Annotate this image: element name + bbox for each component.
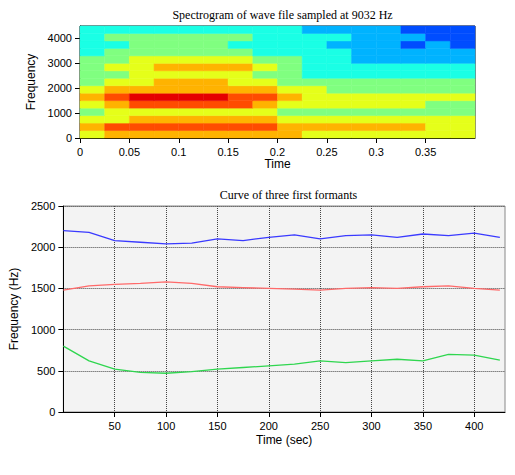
- svg-text:Frequency: Frequency: [24, 54, 38, 111]
- svg-text:Spectrogram of wave file sampl: Spectrogram of wave file sampled at 9032…: [172, 8, 392, 22]
- svg-text:300: 300: [362, 420, 380, 432]
- svg-text:0.05: 0.05: [119, 146, 140, 158]
- svg-text:0: 0: [77, 146, 83, 158]
- svg-text:250: 250: [311, 420, 329, 432]
- svg-text:0.3: 0.3: [369, 146, 384, 158]
- svg-text:0.1: 0.1: [171, 146, 186, 158]
- svg-text:200: 200: [260, 420, 278, 432]
- svg-text:0: 0: [66, 132, 72, 144]
- svg-text:0.15: 0.15: [217, 146, 238, 158]
- svg-text:1000: 1000: [31, 324, 55, 336]
- svg-text:2500: 2500: [31, 200, 55, 212]
- svg-text:400: 400: [465, 420, 483, 432]
- svg-text:Curve of three first formants: Curve of three first formants: [220, 188, 358, 202]
- svg-text:0.2: 0.2: [270, 146, 285, 158]
- svg-text:0: 0: [49, 406, 55, 418]
- svg-text:1500: 1500: [31, 282, 55, 294]
- svg-text:500: 500: [37, 365, 55, 377]
- svg-text:Time (sec): Time (sec): [256, 433, 312, 447]
- svg-text:50: 50: [109, 420, 121, 432]
- svg-text:4000: 4000: [48, 32, 72, 44]
- svg-text:2000: 2000: [31, 241, 55, 253]
- svg-text:Frequency (Hz): Frequency (Hz): [7, 268, 21, 351]
- svg-text:0.25: 0.25: [316, 146, 337, 158]
- svg-text:1000: 1000: [48, 107, 72, 119]
- svg-text:350: 350: [414, 420, 432, 432]
- svg-text:Time: Time: [264, 157, 291, 171]
- svg-text:100: 100: [157, 420, 175, 432]
- svg-text:0.35: 0.35: [415, 146, 436, 158]
- svg-text:150: 150: [208, 420, 226, 432]
- svg-text:3000: 3000: [48, 57, 72, 69]
- svg-text:2000: 2000: [48, 82, 72, 94]
